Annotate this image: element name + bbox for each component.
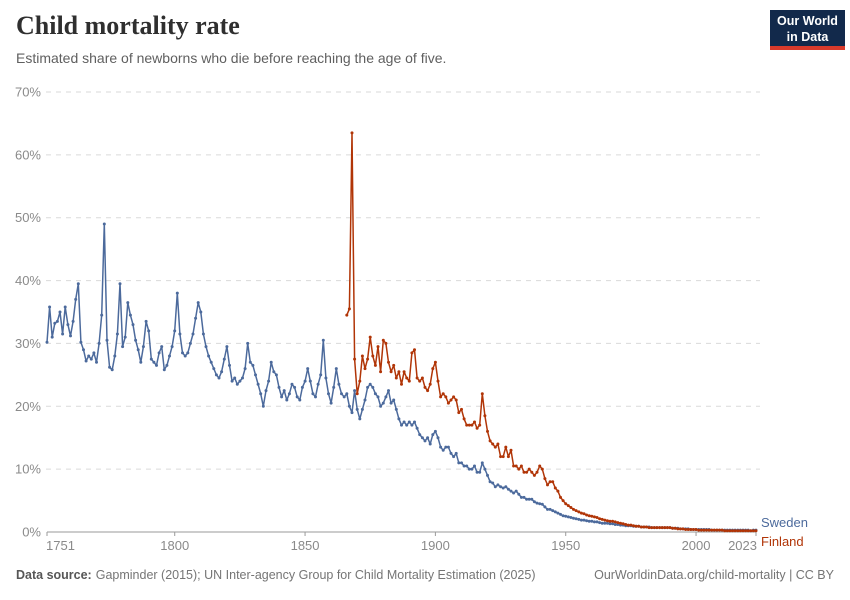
finland-points[interactable] (345, 131, 758, 533)
page-title: Child mortality rate (16, 11, 240, 40)
x-tick-label: 1850 (291, 538, 320, 553)
y-tick-label: 30% (15, 336, 41, 351)
x-tick-label: 1800 (160, 538, 189, 553)
data-source-text: Gapminder (2015); UN Inter-agency Group … (95, 568, 536, 582)
chart-subtitle: Estimated share of newborns who die befo… (16, 50, 447, 66)
sweden-line[interactable] (46, 223, 757, 532)
data-source-note: Data source: Gapminder (2015); UN Inter-a… (16, 568, 536, 582)
owid-logo-line2: in Data (786, 30, 829, 44)
y-tick-label: 10% (15, 462, 41, 477)
owid-logo[interactable]: Our World in Data (770, 10, 845, 50)
x-tick-label: 2023 (728, 538, 757, 553)
x-tick-label: 1900 (421, 538, 450, 553)
y-tick-label: 50% (15, 210, 41, 225)
y-tick-label: 70% (15, 85, 41, 100)
y-tick-label: 20% (15, 399, 41, 414)
x-tick-label: 1751 (46, 538, 75, 553)
finland-line[interactable] (346, 132, 757, 532)
owid-link[interactable]: OurWorldinData.org/child-mortality | CC … (594, 568, 834, 582)
x-tick-label: 1950 (551, 538, 580, 553)
sweden-points[interactable] (45, 222, 758, 533)
finland-series-label[interactable]: Finland (761, 534, 804, 549)
y-tick-label: 0% (22, 525, 41, 540)
sweden-series-label[interactable]: Sweden (761, 515, 808, 530)
chart-footer: Data source: Gapminder (2015); UN Inter-a… (16, 568, 834, 582)
y-tick-label: 40% (15, 273, 41, 288)
owid-logo-line1: Our World (777, 14, 838, 28)
data-source-label: Data source: (16, 568, 92, 582)
y-tick-label: 60% (15, 147, 41, 162)
x-tick-label: 2000 (682, 538, 711, 553)
